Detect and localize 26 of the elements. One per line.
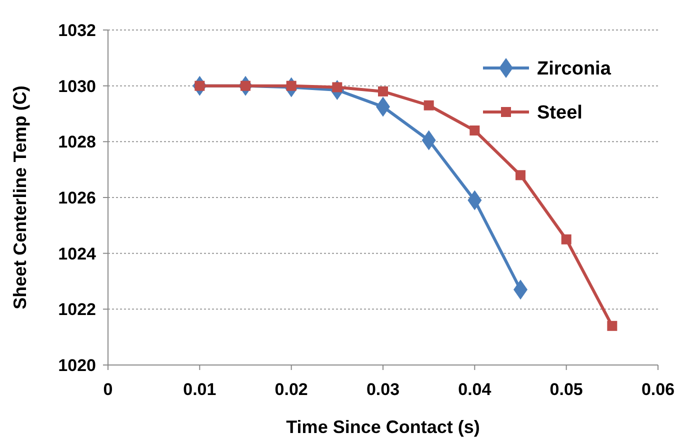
x-tick-label: 0.05 xyxy=(550,380,583,399)
point xyxy=(561,234,572,244)
x-axis-title: Time Since Contact (s) xyxy=(286,417,480,437)
x-tick-label: 0.01 xyxy=(183,380,216,399)
x-tick-label: 0.06 xyxy=(641,380,675,399)
point xyxy=(422,130,436,150)
point xyxy=(378,86,388,96)
x-tick-label: 0.02 xyxy=(274,380,308,399)
y-tick-label: 1026 xyxy=(58,188,96,208)
y-tick-label: 1030 xyxy=(58,76,96,96)
x-tick-label: 0 xyxy=(103,380,113,399)
point xyxy=(424,100,434,110)
y-tick-label: 1028 xyxy=(58,132,96,152)
point xyxy=(470,126,480,136)
y-tick-label: 1020 xyxy=(58,356,96,375)
legend-label: Steel xyxy=(537,102,582,124)
point xyxy=(516,170,526,180)
legend-label: Zirconia xyxy=(537,58,612,80)
point xyxy=(607,320,618,331)
y-tick-label: 1022 xyxy=(58,300,96,320)
point xyxy=(468,190,482,210)
y-axis-title: Sheet Centerline Temp (C) xyxy=(10,86,30,310)
x-tick-label: 0.04 xyxy=(458,380,492,399)
y-tick-label: 1032 xyxy=(58,20,96,40)
x-tick-label: 0.03 xyxy=(366,380,400,399)
y-tick-label: 1024 xyxy=(58,244,97,264)
